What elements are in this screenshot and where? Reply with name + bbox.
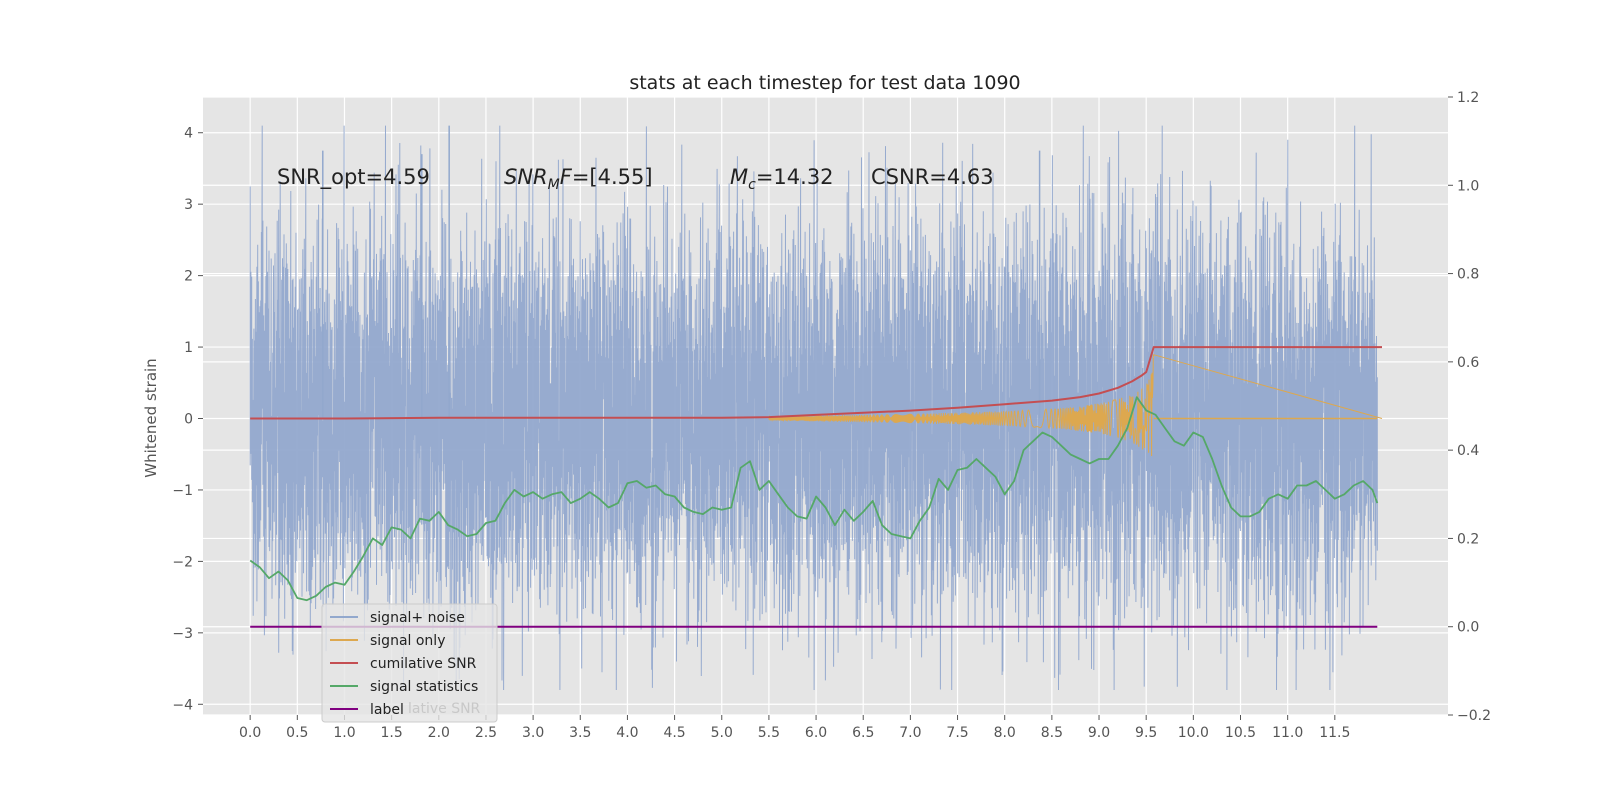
annotation-csnr: CSNR=4.63: [871, 165, 994, 189]
y-axis-label: Whitened strain: [142, 358, 160, 477]
annotation-snr-mf-main: SNR: [504, 165, 548, 189]
annotation-snr-mf-value: =[4.55]: [572, 165, 653, 189]
x-tick-label: 7.5: [946, 725, 968, 741]
x-tick-label: 2.0: [428, 725, 450, 741]
y-tick-label: −2: [172, 554, 193, 570]
y-tick-label: 1: [184, 340, 193, 356]
x-tick-label: 3.5: [569, 725, 591, 741]
signal-only-trace: [768, 354, 1383, 457]
x-tick-label: 5.0: [711, 725, 733, 741]
legend-label-signal: signal only: [370, 633, 445, 649]
annotation-snr-mf-sub: M: [548, 177, 560, 193]
y-tick-label: −4: [172, 697, 193, 713]
x-tick-label: 4.5: [663, 725, 685, 741]
noise-series: [249, 125, 1378, 691]
y2-tick-label: 1.2: [1457, 90, 1479, 106]
noise-trace: [249, 125, 1378, 691]
x-tick-label: 6.5: [852, 725, 874, 741]
x-tick-label: 3.0: [522, 725, 544, 741]
x-tick-label: 1.5: [381, 725, 403, 741]
axes: 0.0 0.5 1.0 1.5 2.0 2.5 3.0 3.5 4.0 4.5 5.0 5.5 6.0 6…: [172, 90, 1491, 741]
legend: lative SNR signal+ noise signal only cum…: [321, 603, 498, 723]
annotation-mc: Mc=14.32: [730, 165, 834, 193]
y-tick-label: −3: [172, 626, 193, 642]
legend-label-noise: signal+ noise: [370, 610, 465, 626]
x-tick-label: 0.5: [286, 725, 308, 741]
y-tick-label: −1: [172, 483, 193, 499]
x-tick-label: 8.0: [994, 725, 1016, 741]
x-tick-label: 11.0: [1272, 725, 1303, 741]
annotation-mc-value: =14.32: [756, 165, 834, 189]
y2-tick-label: 0.0: [1457, 620, 1479, 636]
x-tick-label: 10.5: [1225, 725, 1256, 741]
y2-tick-label: 0.8: [1457, 267, 1479, 283]
annotation-snr-opt: SNR_opt=4.59: [277, 165, 430, 190]
chart-title: stats at each timestep for test data 109…: [629, 72, 1020, 94]
signal-series: [768, 354, 1383, 457]
x-tick-label: 6.0: [805, 725, 827, 741]
x-tick-label: 5.5: [758, 725, 780, 741]
x-tick-label: 9.5: [1135, 725, 1157, 741]
legend-label-csnr: cumilative SNR: [370, 656, 477, 672]
x-tick-label: 9.0: [1088, 725, 1110, 741]
y-tick-label: 0: [184, 412, 193, 428]
y-tick-label: 3: [184, 197, 193, 213]
y-tick-label: 4: [184, 126, 193, 142]
legend-label-stats: signal statistics: [370, 679, 478, 695]
cumulative-snr-series: [250, 346, 1382, 420]
legend-label-label: label: [370, 702, 404, 718]
annotation-mc-main: M: [730, 165, 748, 189]
x-tick-label: 4.0: [616, 725, 638, 741]
x-tick-label: 2.5: [475, 725, 497, 741]
y2-tick-label: 0.4: [1457, 443, 1479, 459]
y2-tick-label: −0.2: [1457, 708, 1491, 724]
cumulative-snr-line: [250, 346, 1382, 420]
x-tick-label: 8.5: [1041, 725, 1063, 741]
x-tick-label: 7.0: [899, 725, 921, 741]
annotations: SNR_opt=4.59 SNRMF=[4.55] Mc=14.32 CSNR=…: [277, 165, 994, 193]
x-tick-label: 1.0: [333, 725, 355, 741]
y-tick-label: 2: [184, 269, 193, 285]
y2-tick-label: 1.0: [1457, 178, 1479, 194]
x-tick-label: 11.5: [1319, 725, 1350, 741]
x-tick-label: 0.0: [239, 725, 261, 741]
annotation-snr-mf-italic-f: F: [560, 165, 573, 189]
annotation-snr-mf: SNRMF=[4.55]: [504, 165, 653, 193]
y2-tick-label: 0.6: [1457, 355, 1479, 371]
annotation-mc-sub: c: [748, 177, 756, 193]
legend-underlying-text: lative SNR: [408, 701, 481, 717]
signal-statistics-series: [249, 396, 1379, 602]
legend-box: [321, 603, 498, 723]
y2-tick-label: 0.2: [1457, 531, 1479, 547]
signal-statistics-line: [249, 396, 1379, 602]
x-tick-label: 10.0: [1178, 725, 1209, 741]
